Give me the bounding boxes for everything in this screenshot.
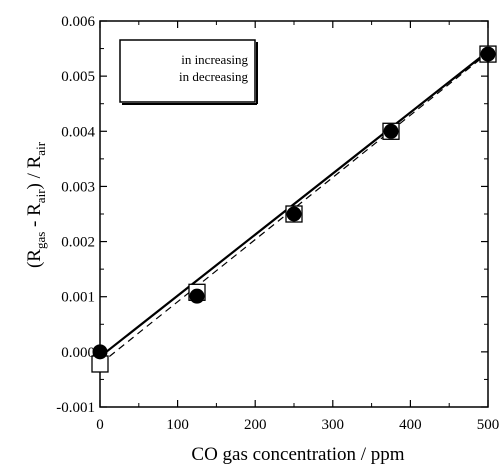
data-point-increasing bbox=[383, 123, 399, 139]
y-tick-label: 0.001 bbox=[61, 290, 95, 306]
y-axis-title-sub-air-2: air bbox=[33, 141, 48, 155]
x-tick-label: 500 bbox=[477, 417, 500, 433]
x-tick-label: 0 bbox=[96, 417, 104, 433]
y-axis-title-close: ) / R bbox=[24, 155, 45, 189]
y-tick-label: 0.006 bbox=[61, 14, 95, 30]
x-tick-label: 400 bbox=[399, 417, 422, 433]
data-point-increasing bbox=[189, 288, 205, 304]
data-markers bbox=[91, 45, 497, 373]
legend: in increasing in decreasing bbox=[119, 39, 258, 105]
y-axis-title-sub-gas: gas bbox=[33, 232, 48, 249]
y-tick-label: 0.005 bbox=[61, 69, 95, 85]
y-tick-label: 0.000 bbox=[61, 345, 95, 361]
x-tick-label: 200 bbox=[244, 417, 267, 433]
x-axis-title: CO gas concentration / ppm bbox=[191, 444, 404, 465]
data-point-increasing bbox=[286, 206, 302, 222]
x-tick-label: 100 bbox=[166, 417, 189, 433]
fit-line-decreasing bbox=[99, 52, 489, 365]
y-axis-title-mid: - R bbox=[24, 203, 45, 232]
data-point-increasing bbox=[480, 46, 496, 62]
x-axis-ticks: 0 100 200 300 400 500 bbox=[96, 21, 499, 433]
y-tick-label: 0.004 bbox=[61, 124, 95, 140]
y-tick-label: 0.002 bbox=[61, 235, 95, 251]
y-axis-ticks: -0.001 0.000 0.001 0.002 0.003 0.004 0.005 0.00… bbox=[56, 14, 488, 416]
y-axis-title-open: (R bbox=[24, 249, 45, 268]
fit-lines bbox=[99, 50, 489, 365]
y-axis-title-sub-air: air bbox=[33, 189, 48, 203]
legend-box bbox=[119, 39, 256, 103]
legend-entry-decreasing: in decreasing bbox=[179, 69, 248, 84]
x-tick-label: 300 bbox=[322, 417, 345, 433]
y-axis-title: (Rgas - Rair) / Rair bbox=[24, 141, 48, 268]
legend-entry-increasing: in increasing bbox=[181, 52, 248, 67]
fit-line-increasing bbox=[99, 50, 489, 358]
y-tick-label: 0.003 bbox=[61, 179, 95, 195]
y-tick-label: -0.001 bbox=[56, 400, 95, 416]
